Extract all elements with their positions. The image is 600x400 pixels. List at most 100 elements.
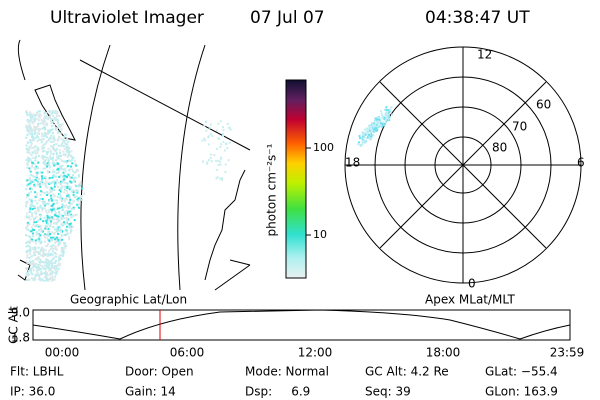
pixel	[63, 185, 66, 188]
pixel	[58, 258, 61, 261]
pixel	[48, 240, 51, 243]
pixel	[384, 121, 387, 123]
pixel	[49, 111, 52, 113]
pixel	[370, 129, 373, 132]
pixel	[52, 169, 55, 172]
pixel	[56, 248, 58, 251]
pixel	[66, 233, 69, 236]
pixel	[26, 256, 29, 259]
pixel	[65, 221, 67, 224]
pixel	[31, 273, 34, 276]
pixel	[52, 118, 55, 121]
pixel	[60, 174, 63, 177]
pixel	[207, 159, 210, 161]
pixel	[370, 126, 373, 129]
pixel	[35, 263, 38, 266]
pixel	[368, 128, 371, 131]
pixel	[28, 210, 31, 213]
pixel	[59, 228, 62, 231]
pixel	[63, 244, 66, 247]
pixel	[46, 165, 48, 168]
pixel	[25, 228, 28, 231]
pixel	[50, 231, 53, 234]
pixel	[68, 169, 71, 172]
pixel	[53, 231, 56, 234]
pixel	[55, 236, 58, 239]
pixel	[75, 195, 78, 198]
pixel	[40, 270, 43, 273]
pixel	[49, 215, 52, 218]
pixel	[40, 230, 43, 233]
pixel	[58, 264, 61, 267]
pixel	[34, 249, 37, 252]
pixel	[373, 130, 376, 133]
pixel	[51, 239, 54, 242]
pixel	[61, 142, 64, 145]
pixel	[29, 269, 32, 271]
pixel	[59, 254, 62, 256]
pixel	[72, 170, 75, 173]
pixel	[48, 263, 51, 266]
pixel	[368, 135, 371, 138]
pixel	[44, 253, 47, 256]
pixel	[38, 236, 40, 239]
pixel	[46, 259, 49, 262]
pixel	[46, 169, 49, 172]
pixel	[32, 113, 35, 116]
pixel	[39, 138, 42, 141]
pixel	[55, 265, 58, 268]
pixel	[44, 162, 47, 165]
pixel	[31, 230, 34, 233]
pixel	[63, 181, 66, 184]
pixel	[52, 136, 55, 139]
pixel	[54, 210, 57, 213]
pixel	[39, 198, 42, 200]
pixel	[28, 256, 31, 259]
pixel	[63, 135, 65, 138]
pixel	[49, 150, 52, 153]
pixel	[41, 177, 44, 180]
pixel	[41, 133, 44, 136]
pixel	[59, 258, 62, 261]
pixel	[65, 217, 68, 220]
pixel	[44, 128, 46, 131]
pixel	[55, 117, 57, 120]
pixel	[55, 112, 58, 115]
pixel	[376, 120, 379, 123]
pixel	[45, 185, 48, 188]
pixel	[72, 180, 75, 183]
pixel	[49, 113, 52, 116]
pixel	[65, 189, 68, 192]
pixel	[33, 221, 36, 224]
pixel	[34, 265, 37, 268]
pixel	[45, 122, 48, 125]
pixel	[62, 224, 65, 227]
pixel	[373, 125, 375, 128]
pixel	[40, 241, 43, 244]
pixel	[46, 234, 49, 237]
pixel	[61, 207, 64, 210]
pixel	[65, 198, 68, 201]
pixel	[27, 131, 30, 133]
pixel	[205, 120, 208, 123]
pixel	[29, 262, 32, 264]
pixel	[29, 245, 32, 248]
pixel	[54, 259, 57, 262]
pixel	[220, 156, 223, 159]
pixel	[26, 148, 29, 151]
pixel	[52, 115, 55, 118]
pixel	[31, 227, 34, 230]
mlt-label: 18	[345, 156, 360, 170]
pixel	[31, 201, 34, 204]
pixel	[51, 258, 54, 261]
pixel	[45, 222, 48, 225]
pixel	[219, 160, 222, 163]
pixel	[33, 175, 36, 178]
pixel	[213, 154, 216, 157]
pixel	[41, 261, 44, 263]
pixel	[375, 118, 378, 121]
status-field: Door: Open	[125, 365, 194, 379]
pixel	[376, 125, 379, 128]
pixel	[216, 176, 219, 179]
pixel	[215, 160, 218, 162]
